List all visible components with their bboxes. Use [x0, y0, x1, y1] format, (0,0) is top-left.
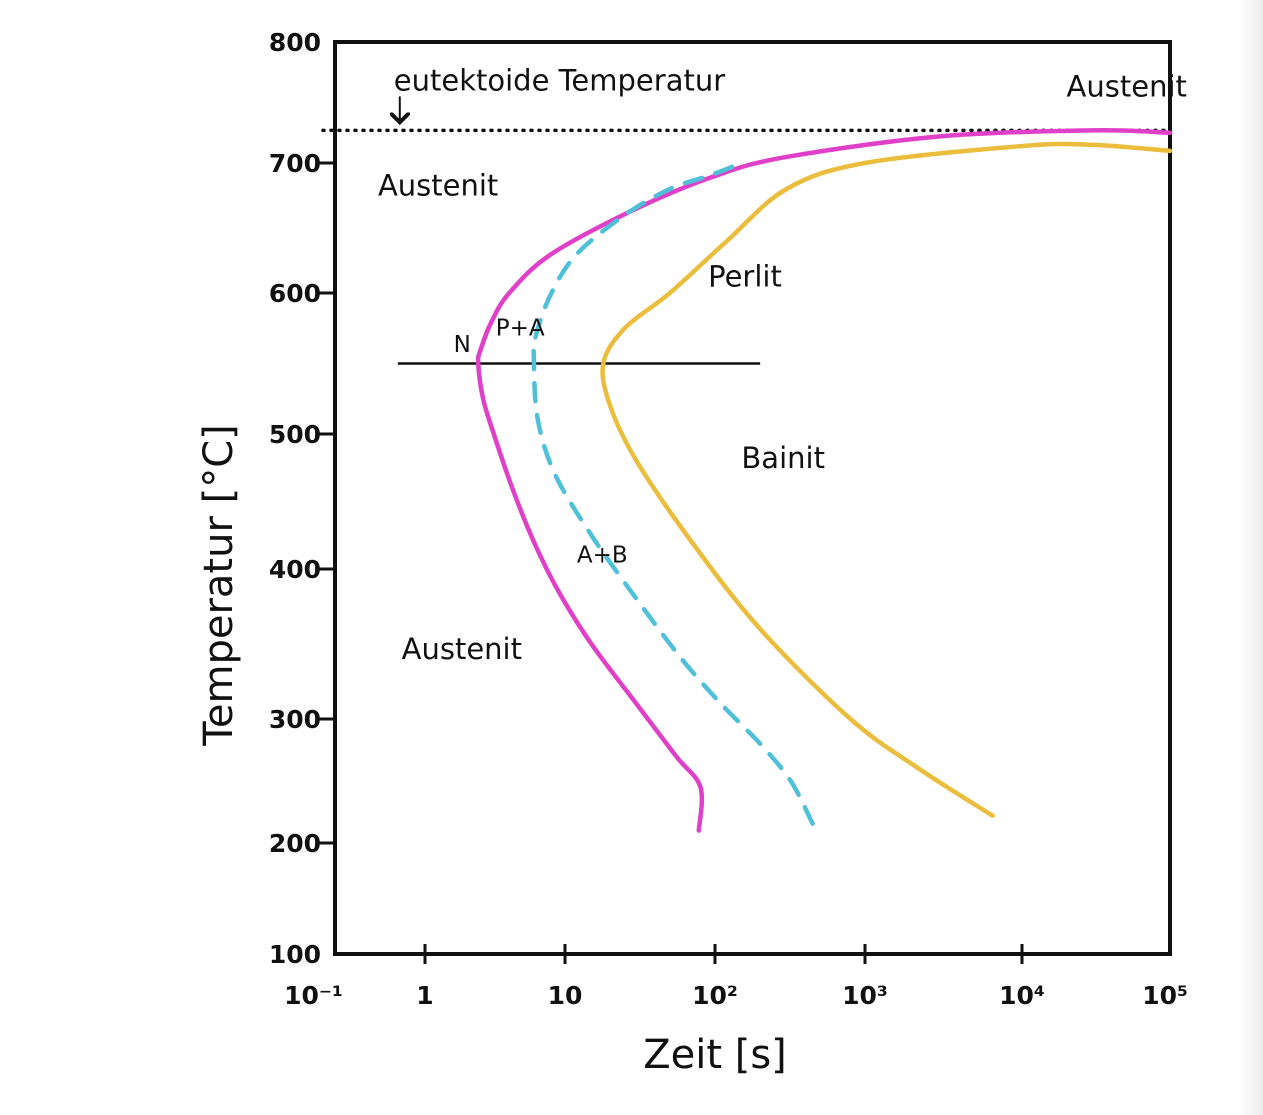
x-tick-label: 10 — [548, 981, 583, 1010]
y-axis-ticks: 100 200 300 400 500 600 700 800 — [269, 28, 335, 969]
y-tick-label: 800 — [269, 28, 321, 57]
y-tick-label: 100 — [269, 940, 321, 969]
annotation-label: eutektoide Temperatur — [394, 63, 725, 97]
x-tick-label: 10⁴ — [999, 981, 1045, 1010]
x-tick-label: 1 — [416, 981, 433, 1010]
plot-frame — [333, 40, 1172, 956]
annotation-label: Austenit — [402, 632, 522, 666]
y-tick-label: 500 — [269, 420, 321, 449]
series-lines — [321, 127, 1173, 833]
x-tick-label: 10³ — [842, 981, 888, 1010]
annotation-label: Perlit — [708, 260, 782, 294]
annotation-label: Austenit — [378, 169, 498, 203]
x-tick-label: 10² — [692, 981, 738, 1010]
annotation-label: Austenit — [1067, 69, 1187, 103]
annotation-label: A+B — [577, 542, 628, 568]
x-axis-title: Zeit [s] — [643, 1032, 787, 1078]
y-axis-title: Temperatur [°C] — [196, 424, 242, 747]
annotation-label: N — [454, 332, 471, 358]
series-line-3 — [600, 141, 1173, 818]
series-line-1 — [475, 127, 1173, 833]
x-tick-label: 10⁵ — [1142, 981, 1188, 1010]
x-axis-ticks: 10⁻¹ 1 10 10² 10³ 10⁴ 10⁵ — [284, 944, 1188, 1010]
region-labels: eutektoide Temperatur Austenit Austenit Per… — [378, 63, 1187, 666]
annotation-label: Bainit — [741, 441, 825, 475]
y-tick-label: 600 — [269, 279, 321, 308]
x-tick-label: 10⁻¹ — [284, 981, 343, 1010]
annotation-label: P+A — [496, 315, 545, 341]
page-edge-shade — [1238, 0, 1263, 1115]
y-tick-label: 200 — [269, 829, 321, 858]
y-tick-label: 300 — [269, 705, 321, 734]
series-line-2 — [531, 164, 816, 827]
y-tick-label: 400 — [269, 555, 321, 584]
y-tick-label: 700 — [269, 149, 321, 178]
